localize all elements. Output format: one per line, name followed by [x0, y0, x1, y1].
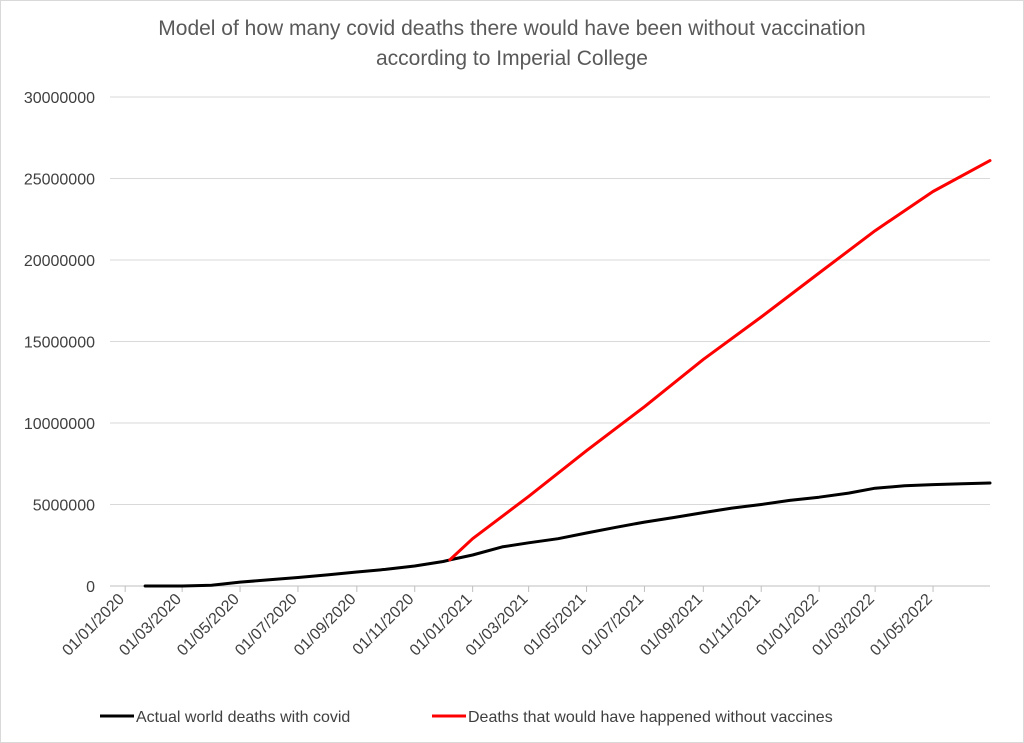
gridlines	[110, 96, 990, 505]
y-tick-label: 0	[86, 579, 95, 596]
y-tick-label: 15000000	[24, 335, 95, 352]
x-tick-label: 01/07/2021	[579, 591, 648, 660]
y-tick-label: 20000000	[24, 253, 95, 270]
y-tick-label: 30000000	[24, 90, 95, 107]
series-line-actual-deaths	[143, 481, 992, 588]
legend: Actual world deaths with covid Deaths tha…	[100, 709, 833, 726]
legend-label: Actual world deaths with covid	[136, 709, 350, 726]
legend-label: Deaths that would have happened without …	[468, 709, 833, 726]
x-axis	[110, 585, 990, 592]
x-tick-label: 01/09/2020	[291, 591, 360, 660]
x-tick-label: 01/09/2021	[637, 591, 706, 660]
x-tick-label: 01/07/2020	[232, 591, 301, 660]
x-axis-tick-labels: 01/01/202001/03/202001/05/202001/07/2020…	[59, 591, 936, 660]
y-tick-label: 25000000	[24, 172, 95, 189]
x-tick-label: 01/05/2022	[867, 591, 936, 660]
chart-title-line-2: according to Imperial College	[376, 47, 648, 70]
y-axis-tick-labels: 0 5000000 10000000 15000000 20000000 25000000…	[24, 90, 95, 596]
series-line-no-vaccine-deaths	[448, 159, 992, 562]
chart-title: Model of how many covid deaths there wou…	[0, 14, 1024, 74]
y-tick-label: 10000000	[24, 416, 95, 433]
series-layer	[143, 159, 992, 588]
chart-title-line-1: Model of how many covid deaths there wou…	[158, 17, 866, 40]
y-tick-label: 5000000	[33, 498, 95, 515]
